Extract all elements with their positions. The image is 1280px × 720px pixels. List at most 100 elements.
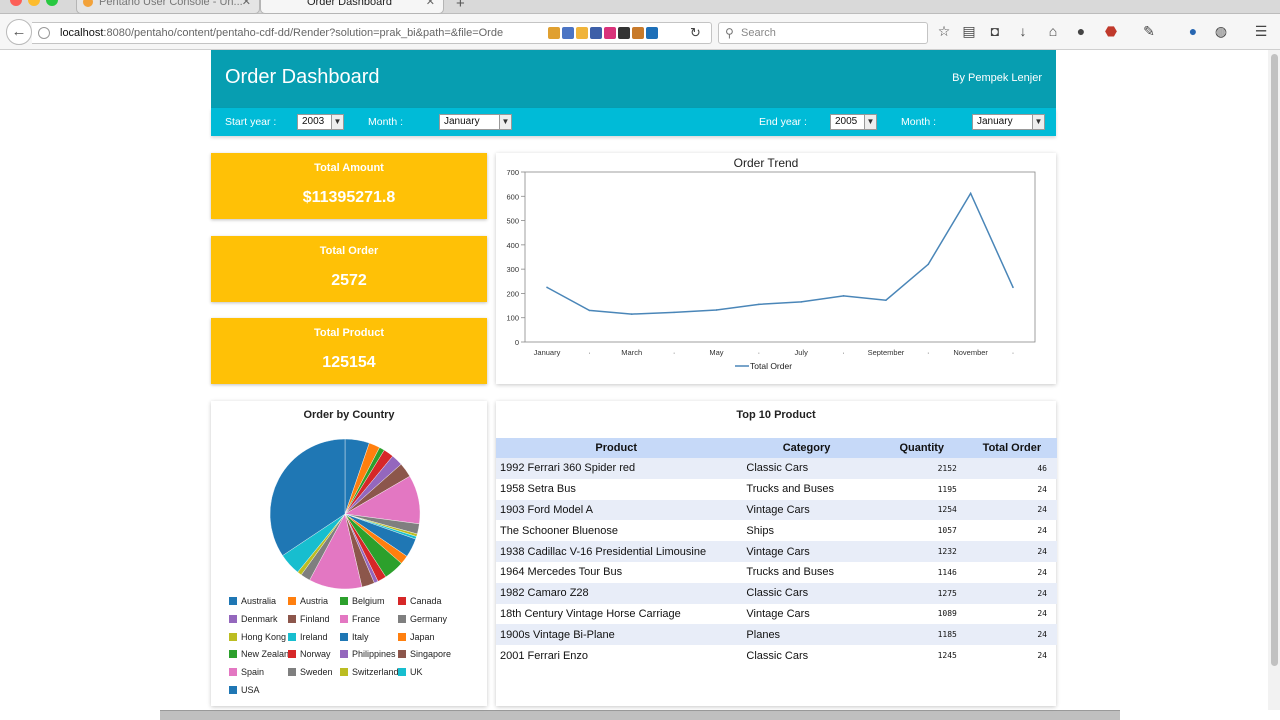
legend-swatch: [340, 668, 348, 677]
legend-item[interactable]: Denmark: [229, 614, 278, 624]
back-arrow-icon[interactable]: ←: [6, 19, 32, 45]
bookmark-star-icon[interactable]: ☆: [937, 23, 951, 39]
download-icon[interactable]: ↓: [1019, 23, 1027, 39]
extension-icon[interactable]: [632, 27, 644, 39]
legend-swatch: [340, 632, 348, 641]
legend-item[interactable]: Germany: [398, 614, 447, 624]
product-cell: 1958 Setra Bus: [500, 483, 576, 496]
dropdown-arrow-icon: ▼: [864, 115, 876, 129]
legend-item[interactable]: Spain: [229, 667, 264, 677]
y-tick-label: 0: [515, 338, 519, 347]
data-point[interactable]: [842, 295, 845, 297]
legend-item[interactable]: Ireland: [288, 632, 328, 642]
menu-icon[interactable]: ☰: [1254, 23, 1268, 39]
close-tab-icon[interactable]: ✕: [425, 0, 435, 8]
column-header-product[interactable]: Product: [496, 438, 737, 458]
end-month-select[interactable]: January ▼: [972, 114, 1045, 130]
legend-item[interactable]: New Zealand: [229, 649, 294, 659]
legend-item[interactable]: Austria: [288, 596, 328, 606]
legend-item[interactable]: Philippines: [340, 649, 396, 659]
scrollbar-thumb[interactable]: [1271, 54, 1278, 666]
legend-item[interactable]: Canada: [398, 596, 442, 606]
tab-title: Order Dashboard: [307, 0, 392, 8]
legend-item[interactable]: UK: [398, 667, 423, 677]
data-point[interactable]: [800, 301, 802, 303]
data-point[interactable]: [588, 309, 591, 312]
order-by-country-pie: [269, 438, 421, 590]
legend-item[interactable]: Italy: [340, 632, 369, 642]
total-order-cell: 24: [966, 541, 1057, 562]
kpi-label: Total Order: [319, 245, 379, 257]
extension-icon[interactable]: [604, 27, 616, 39]
extension-icon[interactable]: ✎: [1143, 23, 1155, 39]
adblock-icon[interactable]: ⬣: [1104, 23, 1118, 39]
extension-icon[interactable]: ◍: [1214, 23, 1228, 39]
legend-swatch: [229, 650, 237, 659]
legend-item[interactable]: Japan: [398, 632, 435, 642]
legend-item[interactable]: Switzerland: [340, 667, 399, 677]
tab-order-dashboard[interactable]: Order Dashboard ✕: [260, 0, 444, 14]
data-point[interactable]: [1012, 286, 1014, 289]
reading-list-icon[interactable]: ▤: [962, 23, 976, 39]
quantity-cell: 1089: [937, 609, 957, 619]
column-header-quantity[interactable]: Quantity: [876, 438, 967, 458]
product-cell: 1903 Ford Model A: [496, 499, 737, 521]
legend-item[interactable]: Norway: [288, 649, 331, 659]
data-point[interactable]: [546, 286, 548, 289]
start-year-select[interactable]: 2003 ▼: [297, 114, 344, 130]
page-scrollbar[interactable]: [1268, 50, 1280, 710]
x-tick-label: ·: [927, 348, 930, 357]
x-tick-label: ·: [842, 348, 845, 357]
start-month-select[interactable]: January ▼: [439, 114, 512, 130]
data-point[interactable]: [885, 299, 887, 302]
legend-swatch: [398, 668, 406, 677]
extension-icon[interactable]: [618, 27, 630, 39]
data-point[interactable]: [969, 192, 972, 195]
data-point[interactable]: [758, 303, 760, 306]
start-year-value: 2003: [302, 116, 325, 127]
url-text[interactable]: localhost:8080/pentaho/content/pentaho-c…: [60, 27, 530, 39]
close-tab-icon[interactable]: ✕: [241, 0, 251, 8]
extension-icon[interactable]: [646, 27, 658, 39]
close-window-icon[interactable]: [10, 0, 22, 6]
data-point[interactable]: [927, 263, 930, 266]
quantity-cell: 1232: [876, 541, 967, 562]
data-point[interactable]: [715, 309, 718, 311]
extension-icon[interactable]: ●: [1188, 23, 1198, 39]
pocket-icon[interactable]: ◘: [990, 23, 1000, 39]
legend-item[interactable]: Finland: [288, 614, 330, 624]
legend-item[interactable]: Singapore: [398, 649, 451, 659]
minimize-window-icon[interactable]: [28, 0, 40, 6]
legend-swatch: [229, 597, 237, 605]
extension-icon[interactable]: [562, 27, 574, 39]
legend-item[interactable]: Sweden: [288, 667, 333, 677]
new-tab-icon[interactable]: +: [456, 0, 465, 12]
chat-icon[interactable]: ●: [1076, 23, 1086, 39]
zoom-window-icon[interactable]: [46, 0, 58, 6]
tab-pentaho-console[interactable]: Pentaho User Console - Un... ✕: [76, 0, 260, 14]
pie-slice-usa[interactable]: [269, 438, 346, 556]
table-row: 2001 Ferrari Enzo Classic Cars 1245 24: [496, 645, 1057, 666]
extension-icon[interactable]: [576, 27, 588, 39]
home-icon[interactable]: ⌂: [1048, 23, 1058, 39]
legend-label: Austria: [300, 596, 329, 606]
legend-item[interactable]: USA: [229, 685, 260, 695]
extension-icon[interactable]: [548, 27, 560, 39]
column-header-category[interactable]: Category: [736, 438, 877, 458]
legend-item[interactable]: Belgium: [340, 596, 385, 606]
address-bar[interactable]: localhost:8080/pentaho/content/pentaho-c…: [32, 22, 712, 44]
legend-label: Germany: [410, 613, 448, 624]
legend-item[interactable]: Hong Kong: [229, 632, 286, 642]
reload-icon[interactable]: ↻: [690, 25, 701, 40]
x-tick-label: ·: [588, 348, 591, 357]
end-year-select[interactable]: 2005 ▼: [830, 114, 877, 130]
search-box[interactable]: ⚲ Search: [718, 22, 928, 44]
y-tick-label: 600: [506, 192, 519, 201]
column-header-total-order[interactable]: Total Order: [966, 438, 1057, 458]
extension-icon[interactable]: [590, 27, 602, 39]
legend-label: Philippines: [352, 649, 396, 660]
legend-item[interactable]: France: [340, 614, 380, 624]
legend-item[interactable]: Australia: [229, 596, 276, 606]
data-point[interactable]: [673, 311, 675, 314]
data-point[interactable]: [630, 313, 633, 315]
